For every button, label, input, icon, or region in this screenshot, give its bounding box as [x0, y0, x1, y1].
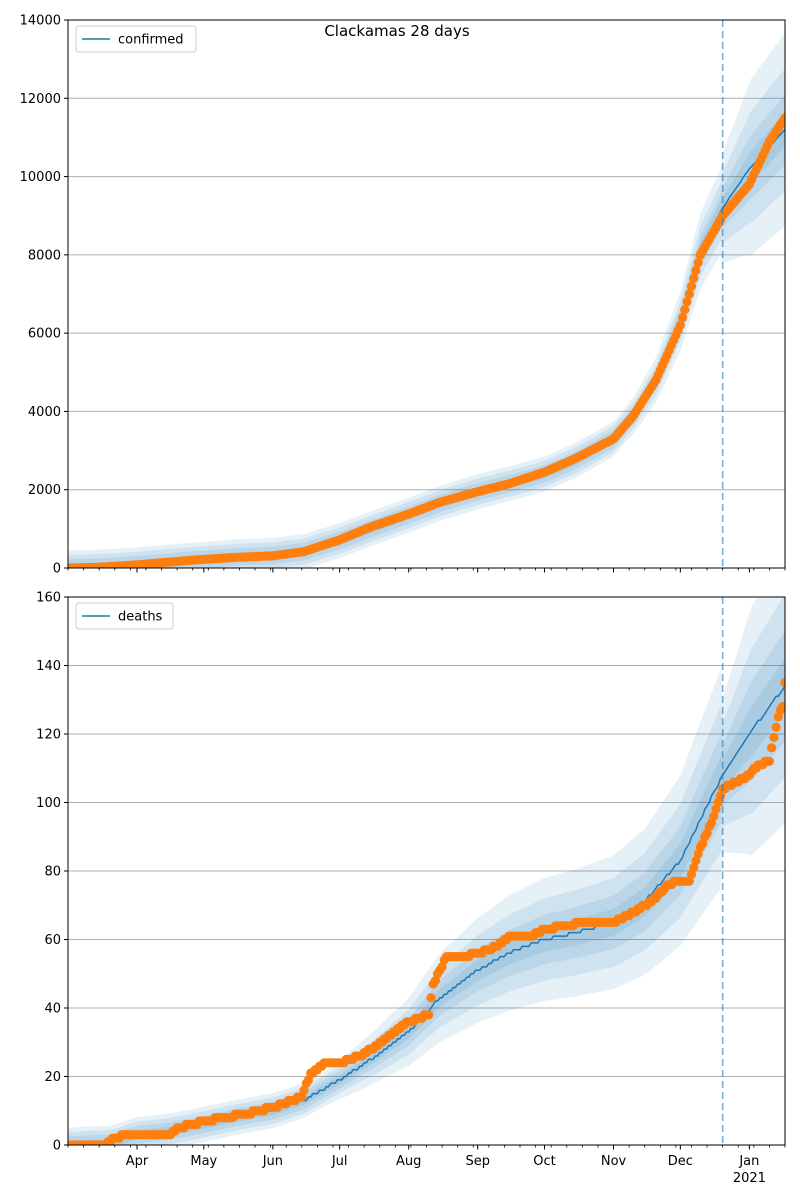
- legend: confirmed: [75, 25, 197, 53]
- observed-point: [684, 876, 694, 886]
- deaths-chart-panel: 0 20 40 60 80 100 120 140 160 Apr May Jun Jul Aug Sep O…: [36, 591, 786, 1186]
- observed-point: [764, 756, 775, 767]
- observed-point: [771, 722, 781, 732]
- y-tick-label: 0: [53, 562, 61, 577]
- y-tick-label: 10000: [20, 170, 61, 185]
- legend-box: [75, 602, 174, 630]
- observed-point: [778, 702, 785, 712]
- y-tick-label: 100: [36, 796, 61, 811]
- uncertainty-band-2: [68, 94, 785, 568]
- legend-label: deaths: [118, 610, 163, 625]
- x-tick-label: Jan: [738, 1154, 759, 1169]
- observed-point: [437, 962, 447, 972]
- y-tick-label: 140: [36, 659, 61, 674]
- x-tick-label: Apr: [126, 1154, 149, 1169]
- y-tick-label: 2000: [28, 483, 61, 498]
- x-tick-label: Oct: [533, 1154, 555, 1169]
- observed-point: [675, 320, 685, 330]
- observed-point: [691, 265, 701, 276]
- y-tick-label: 80: [44, 865, 61, 880]
- y-tick-label: 8000: [28, 248, 61, 263]
- y-tick-label: 12000: [20, 92, 61, 107]
- uncertainty-band-4: [68, 33, 785, 568]
- observed-point: [678, 312, 688, 323]
- observed-point: [709, 811, 719, 821]
- y-tick-label: 20: [44, 1070, 61, 1085]
- y-tick-label: 160: [36, 591, 61, 606]
- legend-label: confirmed: [118, 33, 184, 48]
- y-tick-label: 14000: [20, 14, 61, 29]
- x-tick-label: Sep: [465, 1154, 490, 1169]
- grid-lines: [68, 665, 785, 1077]
- observed-points: [68, 113, 785, 568]
- observed-points: [68, 678, 785, 1145]
- x-tick-label: May: [190, 1154, 217, 1169]
- observed-point: [689, 273, 699, 283]
- x-tick-label: Jun: [262, 1154, 283, 1169]
- observed-point: [686, 281, 697, 291]
- y-tick-label: 60: [44, 933, 61, 948]
- x-tick-label: Nov: [601, 1154, 627, 1169]
- chart-title: Clackamas 28 days: [324, 22, 470, 40]
- x-tick-label: Dec: [668, 1154, 693, 1169]
- observed-point: [780, 678, 785, 688]
- y-tick-label: 0: [53, 1139, 61, 1154]
- y-tick-label: 6000: [28, 327, 61, 342]
- observed-point: [773, 712, 783, 722]
- legend: deaths: [75, 602, 174, 630]
- observed-point: [684, 289, 694, 299]
- observed-point: [682, 297, 692, 307]
- observed-point: [780, 113, 785, 123]
- legend-box: [75, 25, 197, 53]
- y-tick-label: 120: [36, 728, 61, 743]
- uncertainty-band-2: [68, 631, 785, 1145]
- x-tick-label: Aug: [396, 1154, 421, 1169]
- observed-point: [689, 863, 699, 873]
- confirmed-chart-panel: 0 2000 4000 6000 8000 10000 12000 14000 confirme…: [20, 14, 786, 577]
- x-year-label: 2021: [733, 1171, 766, 1186]
- observed-point: [680, 305, 690, 315]
- uncertainty-band-3: [68, 597, 785, 1145]
- uncertainty-band-4: [68, 597, 785, 1145]
- observed-point: [767, 743, 777, 753]
- grid-lines: [68, 97, 785, 491]
- y-tick-label: 4000: [28, 405, 61, 420]
- observed-point: [424, 1010, 434, 1020]
- observed-point: [693, 849, 703, 859]
- observed-point: [769, 732, 779, 743]
- y-tick-label: 40: [44, 1002, 61, 1017]
- observed-point: [426, 993, 436, 1003]
- observed-point: [693, 258, 703, 268]
- x-tick-label: Jul: [331, 1154, 348, 1169]
